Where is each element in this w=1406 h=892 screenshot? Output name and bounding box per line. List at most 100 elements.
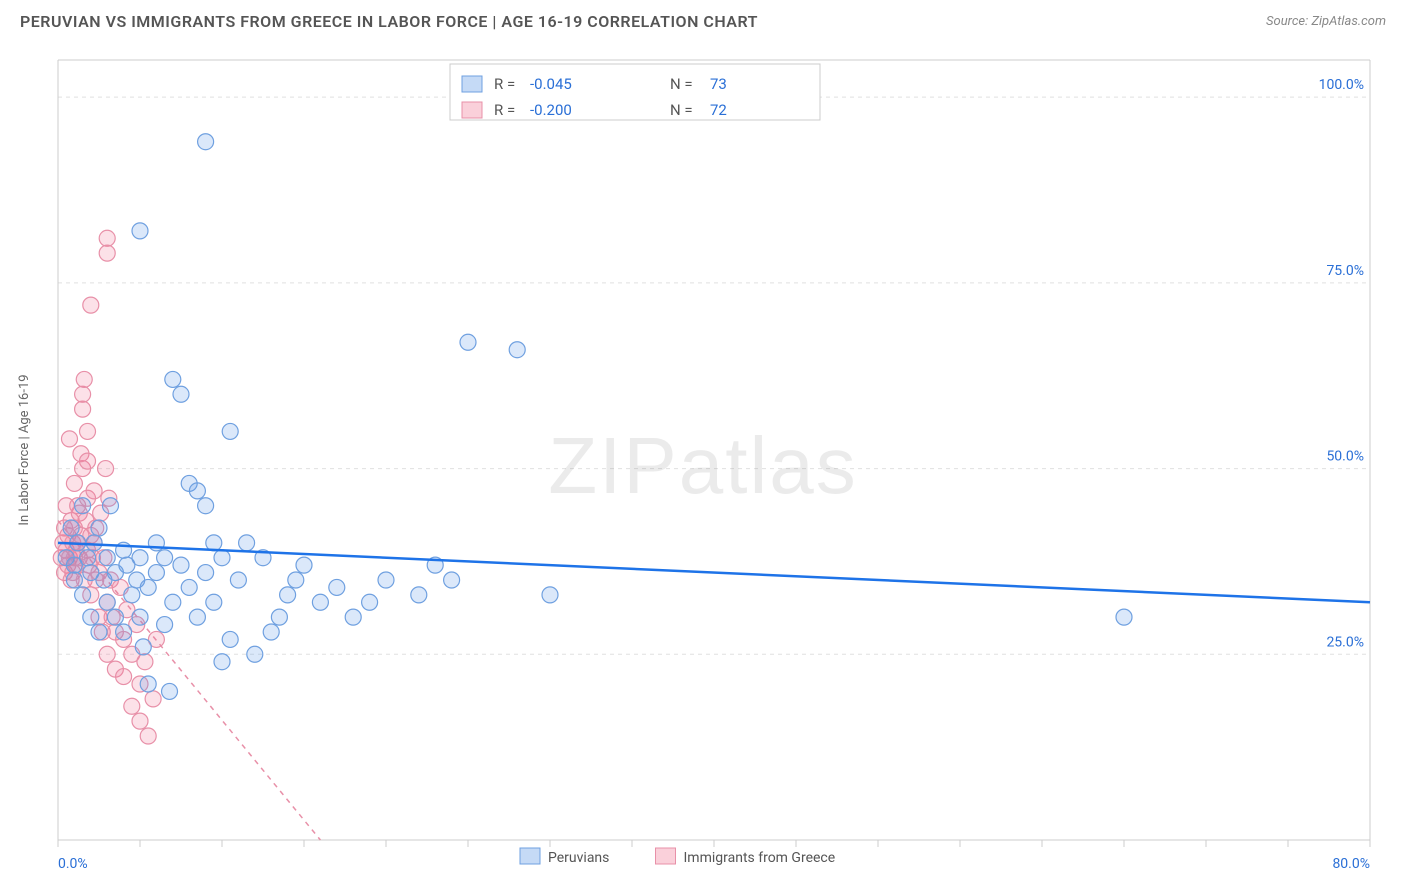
stats-r-value: -0.045 bbox=[530, 75, 572, 93]
stats-legend-swatch bbox=[462, 102, 482, 118]
point-peruvian bbox=[66, 572, 82, 588]
point-peruvian bbox=[239, 535, 255, 551]
point-peruvian bbox=[198, 134, 214, 150]
point-greece bbox=[75, 386, 91, 402]
chart-header: PERUVIAN VS IMMIGRANTS FROM GREECE IN LA… bbox=[0, 0, 1406, 39]
point-peruvian bbox=[135, 639, 151, 655]
point-peruvian bbox=[280, 587, 296, 603]
point-greece bbox=[86, 483, 102, 499]
point-peruvian bbox=[222, 423, 238, 439]
point-greece bbox=[66, 475, 82, 491]
point-peruvian bbox=[271, 609, 287, 625]
point-peruvian bbox=[63, 520, 79, 536]
y-tick-label: 50.0% bbox=[1326, 449, 1364, 465]
point-peruvian bbox=[214, 654, 230, 670]
stats-n-label: N = bbox=[670, 101, 693, 119]
point-peruvian bbox=[75, 587, 91, 603]
point-peruvian bbox=[378, 572, 394, 588]
trendline-peruvian bbox=[58, 543, 1370, 602]
point-peruvian bbox=[214, 550, 230, 566]
point-greece bbox=[99, 230, 115, 246]
point-peruvian bbox=[165, 371, 181, 387]
point-greece bbox=[76, 371, 92, 387]
point-greece bbox=[80, 423, 96, 439]
source-name: ZipAtlas.com bbox=[1311, 14, 1386, 29]
source-label: Source: bbox=[1266, 14, 1311, 29]
point-greece bbox=[80, 453, 96, 469]
chart-title: PERUVIAN VS IMMIGRANTS FROM GREECE IN LA… bbox=[20, 12, 758, 31]
point-peruvian bbox=[102, 498, 118, 514]
point-peruvian bbox=[99, 594, 115, 610]
point-peruvian bbox=[116, 624, 132, 640]
point-peruvian bbox=[99, 550, 115, 566]
point-peruvian bbox=[140, 676, 156, 692]
point-peruvian bbox=[132, 550, 148, 566]
x-tick-label: 0.0% bbox=[58, 856, 88, 872]
series-legend-swatch bbox=[520, 848, 540, 864]
point-peruvian bbox=[312, 594, 328, 610]
point-peruvian bbox=[83, 609, 99, 625]
point-peruvian bbox=[80, 550, 96, 566]
point-peruvian bbox=[198, 498, 214, 514]
point-greece bbox=[145, 691, 161, 707]
stats-n-label: N = bbox=[670, 75, 693, 93]
point-greece bbox=[75, 401, 91, 417]
point-peruvian bbox=[460, 334, 476, 350]
stats-r-value: -0.200 bbox=[530, 101, 572, 119]
source-attribution: Source: ZipAtlas.com bbox=[1266, 14, 1386, 29]
point-peruvian bbox=[107, 609, 123, 625]
point-peruvian bbox=[148, 565, 164, 581]
point-peruvian bbox=[86, 535, 102, 551]
chart-container: 0.0% 80.0% 25.0% 50.0% 75.0% 100.0% In Labor F… bbox=[10, 50, 1396, 882]
point-peruvian bbox=[132, 609, 148, 625]
point-greece bbox=[132, 713, 148, 729]
stats-r-label: R = bbox=[494, 101, 515, 119]
point-peruvian bbox=[345, 609, 361, 625]
point-peruvian bbox=[288, 572, 304, 588]
point-greece bbox=[99, 245, 115, 261]
series-legend-label: Peruvians bbox=[548, 850, 609, 866]
point-peruvian bbox=[162, 683, 178, 699]
point-greece bbox=[137, 654, 153, 670]
point-greece bbox=[83, 297, 99, 313]
x-tick-label: 80.0% bbox=[1332, 856, 1370, 872]
point-peruvian bbox=[444, 572, 460, 588]
point-peruvian bbox=[165, 594, 181, 610]
point-peruvian bbox=[189, 483, 205, 499]
series-legend-label: Immigrants from Greece bbox=[684, 850, 836, 866]
point-greece bbox=[61, 431, 77, 447]
point-peruvian bbox=[91, 624, 107, 640]
point-peruvian bbox=[329, 579, 345, 595]
y-axis-label: In Labor Force | Age 16-19 bbox=[17, 374, 32, 525]
point-peruvian bbox=[222, 631, 238, 647]
correlation-scatter-chart: 0.0% 80.0% 25.0% 50.0% 75.0% 100.0% In Labor F… bbox=[10, 50, 1396, 882]
point-greece bbox=[140, 728, 156, 744]
series-legend-swatch bbox=[656, 848, 676, 864]
point-peruvian bbox=[173, 557, 189, 573]
stats-r-label: R = bbox=[494, 75, 515, 93]
point-peruvian bbox=[75, 498, 91, 514]
point-peruvian bbox=[296, 557, 312, 573]
point-peruvian bbox=[362, 594, 378, 610]
point-peruvian bbox=[157, 550, 173, 566]
point-peruvian bbox=[1116, 609, 1132, 625]
stats-legend-swatch bbox=[462, 76, 482, 92]
point-peruvian bbox=[140, 579, 156, 595]
point-peruvian bbox=[509, 342, 525, 358]
point-peruvian bbox=[411, 587, 427, 603]
point-peruvian bbox=[173, 386, 189, 402]
y-tick-label: 25.0% bbox=[1326, 634, 1364, 650]
stats-n-value: 73 bbox=[710, 75, 727, 93]
point-peruvian bbox=[247, 646, 263, 662]
point-greece bbox=[98, 461, 114, 477]
point-peruvian bbox=[124, 587, 140, 603]
point-peruvian bbox=[542, 587, 558, 603]
point-peruvian bbox=[91, 520, 107, 536]
y-tick-label: 100.0% bbox=[1319, 77, 1364, 93]
point-peruvian bbox=[198, 565, 214, 581]
y-tick-label: 75.0% bbox=[1326, 263, 1364, 279]
point-peruvian bbox=[263, 624, 279, 640]
point-greece bbox=[99, 646, 115, 662]
point-peruvian bbox=[206, 594, 222, 610]
point-peruvian bbox=[189, 609, 205, 625]
